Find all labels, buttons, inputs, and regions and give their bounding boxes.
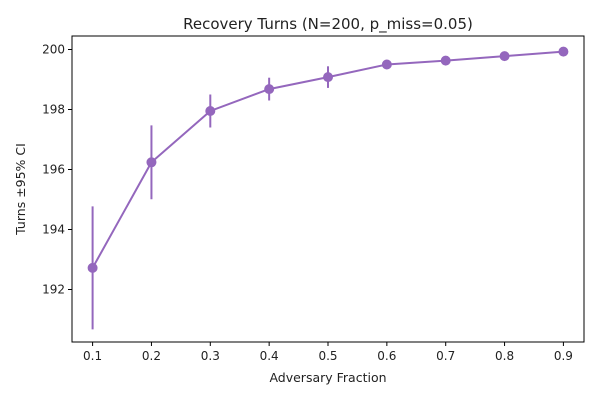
- plot-area: [87, 46, 569, 330]
- y-tick-label: 194: [42, 223, 65, 237]
- y-axis-label: Turns ±95% CI: [13, 143, 28, 236]
- x-tick-label: 0.1: [83, 349, 102, 363]
- x-tick-label: 0.8: [495, 349, 514, 363]
- x-tick-label: 0.2: [142, 349, 161, 363]
- x-tick-label: 0.7: [436, 349, 455, 363]
- y-axis: 192 194 196 198 200: [42, 43, 72, 297]
- y-tick-label: 192: [42, 283, 65, 297]
- data-point: [264, 84, 275, 95]
- data-point: [323, 72, 333, 83]
- x-tick-label: 0.6: [377, 349, 396, 363]
- x-tick-label: 0.4: [260, 349, 279, 363]
- y-tick-label: 196: [42, 163, 65, 177]
- y-tick-label: 198: [42, 103, 65, 117]
- x-tick-label: 0.3: [201, 349, 220, 363]
- plot-frame: [71, 35, 585, 343]
- x-tick-label: 0.9: [554, 349, 573, 363]
- data-point: [146, 157, 157, 168]
- x-tick-label: 0.5: [318, 349, 337, 363]
- data-point: [87, 262, 98, 273]
- data-point: [499, 51, 510, 62]
- data-point: [205, 106, 216, 116]
- data-point: [440, 55, 451, 66]
- data-point: [381, 59, 392, 70]
- chart-title: Recovery Turns (N=200, p_miss=0.05): [183, 15, 473, 34]
- x-axis-label: Adversary Fraction: [269, 370, 386, 385]
- data-point: [558, 46, 569, 57]
- y-tick-label: 200: [42, 43, 65, 57]
- x-axis: 0.1 0.2 0.3 0.4 0.5 0.6 0.7 0.8 0.9: [83, 342, 573, 363]
